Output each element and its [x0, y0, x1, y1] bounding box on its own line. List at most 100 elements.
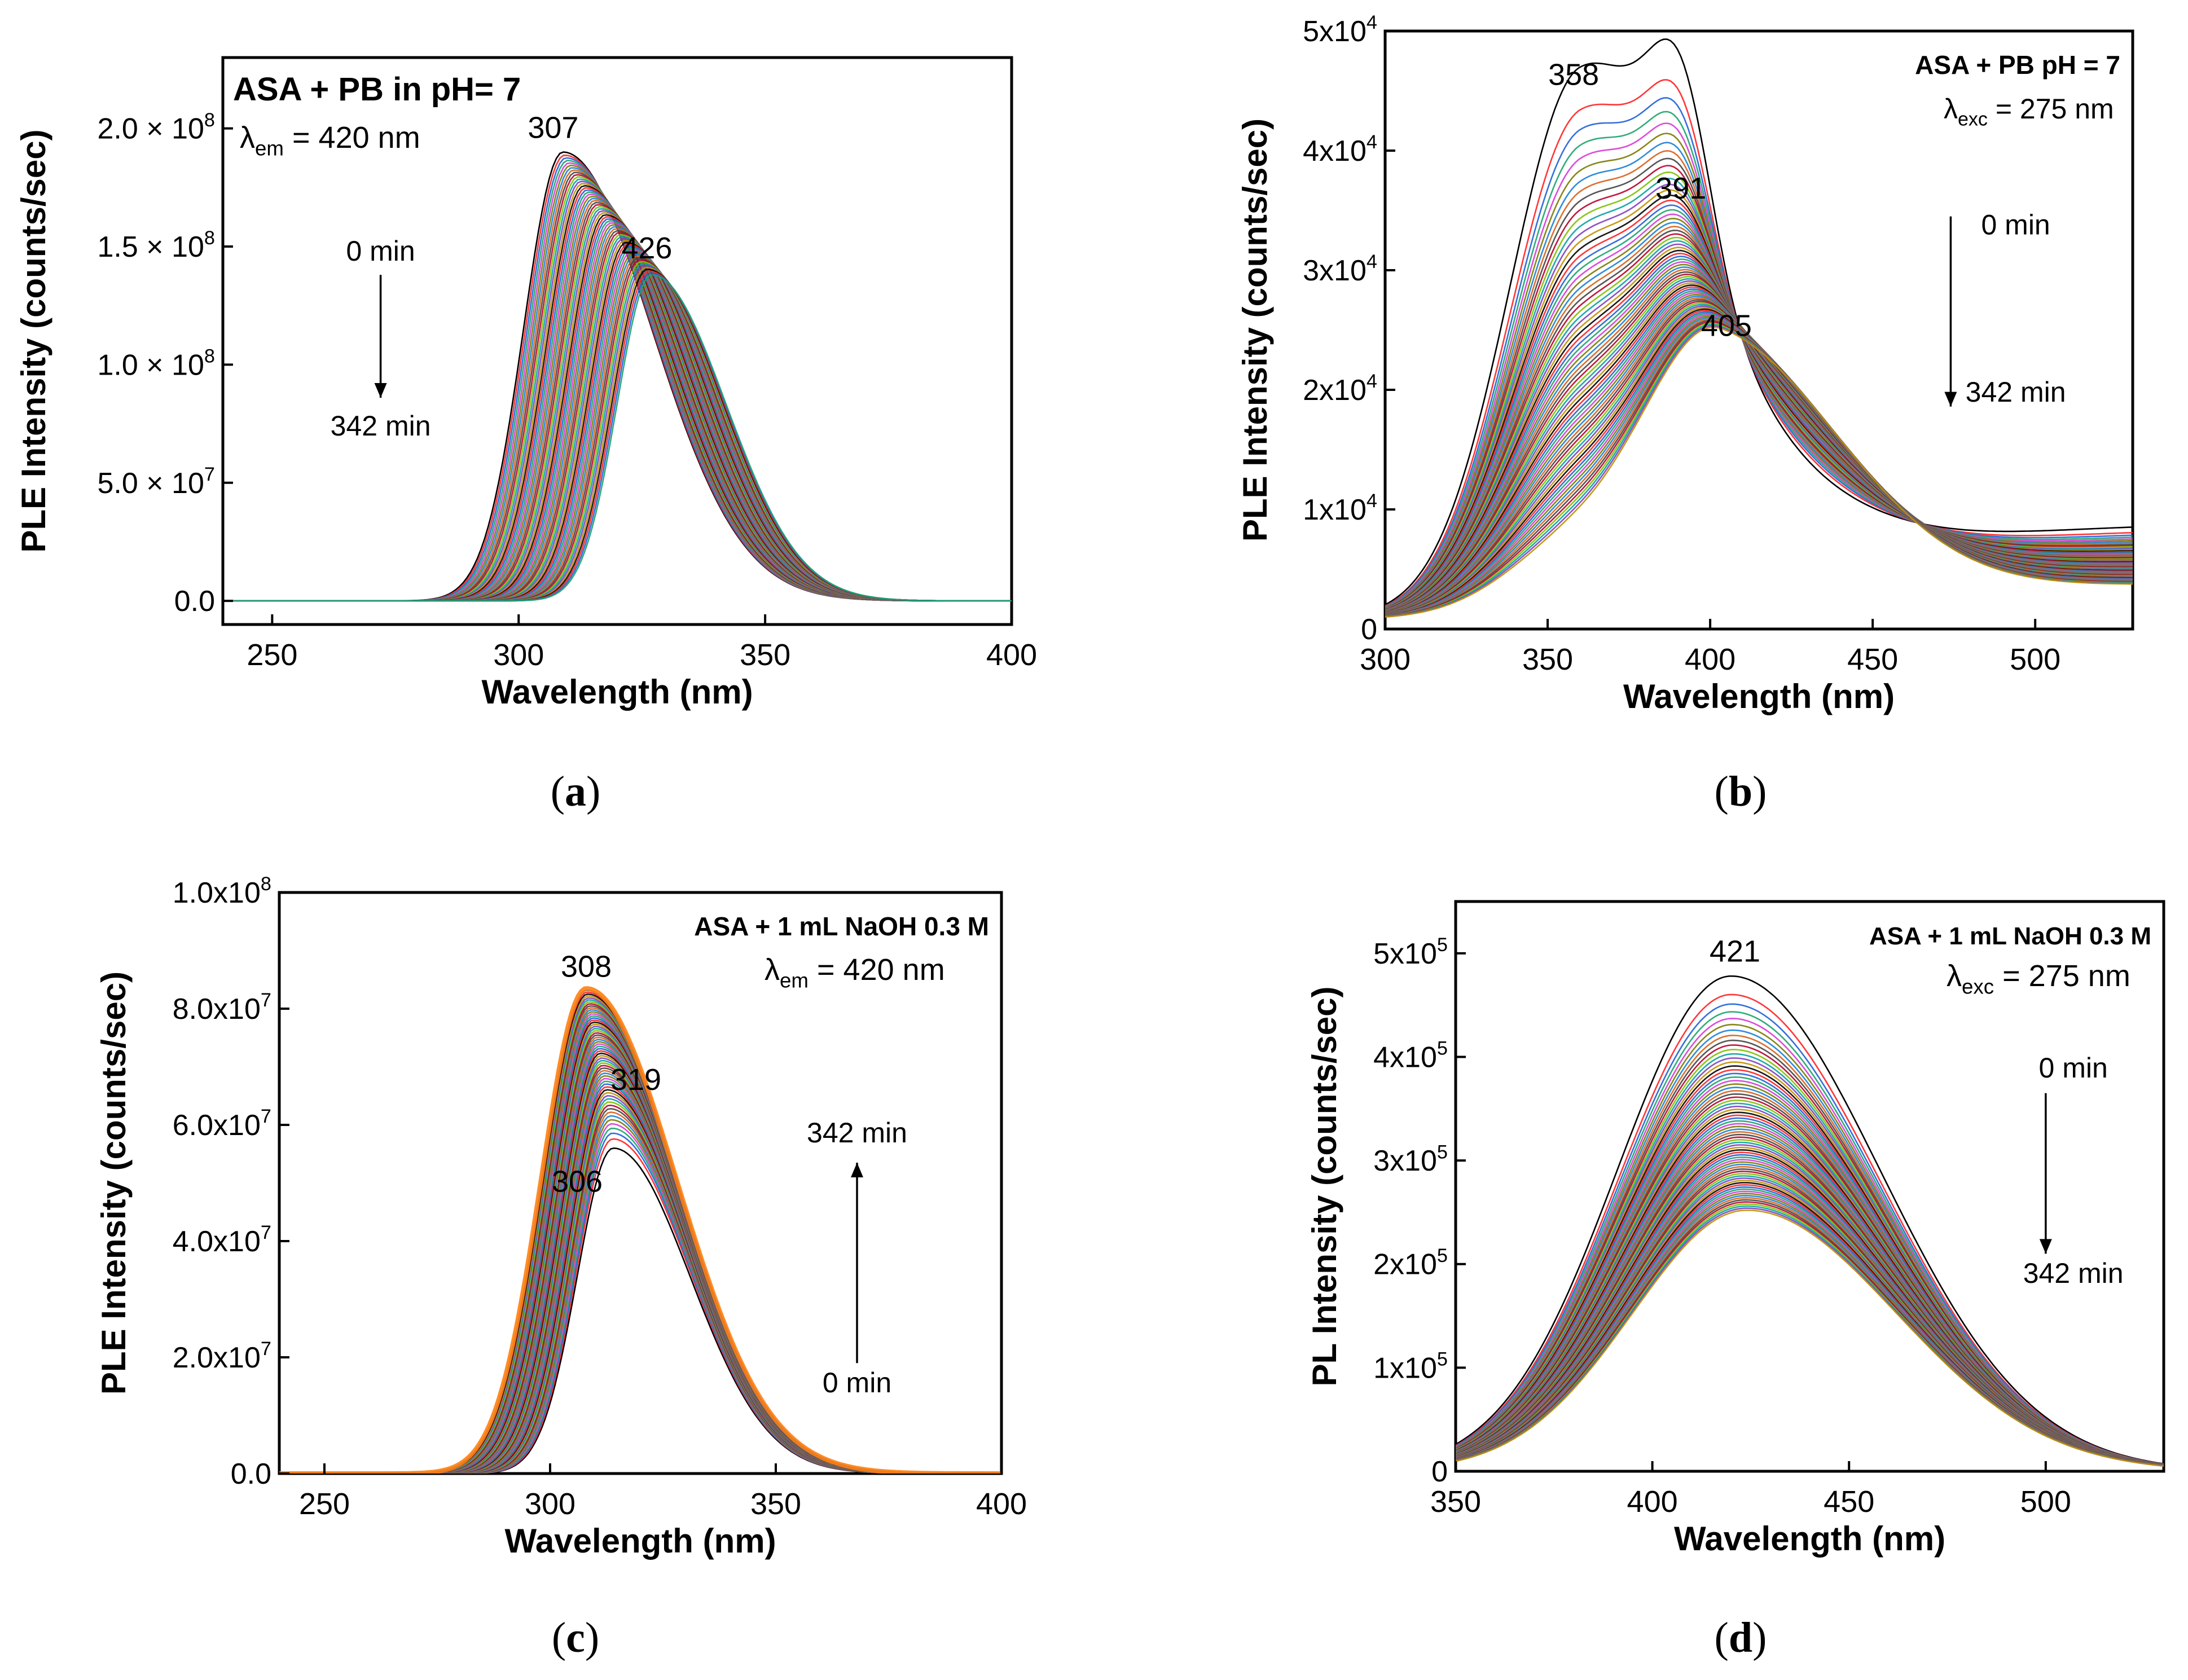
y-tick-label: 1.5 × 108 [98, 227, 215, 263]
panel-label-d: (d) [1714, 1614, 1767, 1661]
series-line-2 [279, 1132, 1001, 1474]
x-axis-label: Wavelength (nm) [1674, 1520, 1945, 1558]
x-tick-label: 400 [1627, 1485, 1678, 1519]
series-line-8 [279, 1107, 1001, 1474]
x-tick-label: 250 [247, 638, 297, 672]
series-line-1 [1385, 79, 2133, 607]
y-tick-label: 6.0x107 [173, 1106, 271, 1142]
time-end-label: 342 min [331, 410, 431, 442]
time-start-label: 0 min [2039, 1052, 2108, 1084]
panel-label-a: (a) [550, 768, 601, 815]
x-tick-label: 300 [1360, 643, 1411, 676]
y-tick-label: 0.0 [231, 1458, 271, 1490]
y-axis-label: PLE Intensity (counts/sec) [1236, 118, 1274, 542]
y-tick-label: 2x104 [1303, 371, 1377, 407]
time-end-label: 342 min [1966, 376, 2066, 408]
x-tick-label: 450 [1824, 1485, 1874, 1519]
series-line-last [1456, 1210, 2164, 1467]
peak-label: 426 [621, 231, 672, 265]
time-end-label: 342 min [2023, 1257, 2124, 1289]
series-line-10 [279, 1101, 1001, 1474]
series-group [1456, 975, 2164, 1467]
peak-label: 306 [552, 1164, 603, 1198]
chart-panel-d: 350 400 450 500 0 1x105 2x105 3x105 4x105 5x105 Wa… [1306, 900, 2165, 1558]
x-axis-label: Wavelength (nm) [481, 673, 753, 711]
chart-title: ASA + PB pH = 7 [1915, 50, 2120, 80]
series-line-5 [279, 1119, 1001, 1474]
chart-title: ASA + 1 mL NaOH 0.3 M [694, 912, 989, 941]
x-tick-label: 450 [1847, 643, 1898, 676]
x-tick-label: 500 [2020, 1485, 2071, 1519]
lambda-annotation: λem = 420 nm [765, 953, 945, 992]
x-tick-label: 300 [493, 638, 544, 672]
series-line-first [279, 1147, 1001, 1474]
series-line-6 [279, 1115, 1001, 1474]
x-axis-label: Wavelength (nm) [1623, 678, 1895, 715]
y-tick-label: 4x104 [1303, 131, 1377, 168]
y-axis-label: PLE Intensity (counts/sec) [15, 129, 52, 552]
x-tick-label: 250 [299, 1487, 350, 1521]
peak-label: 307 [528, 111, 578, 144]
series-line-first [1456, 975, 2164, 1464]
y-tick-label: 4x105 [1373, 1038, 1448, 1074]
y-tick-label: 2x105 [1373, 1245, 1448, 1281]
time-arrow-head [374, 383, 387, 398]
series-line-1 [279, 1138, 1001, 1474]
x-tick-label: 400 [986, 638, 1037, 672]
time-start-label: 0 min [1981, 209, 2050, 240]
y-tick-label: 4.0x107 [173, 1222, 271, 1258]
time-start-label: 0 min [346, 235, 415, 267]
y-tick-label: 1x104 [1303, 490, 1377, 526]
chart-title: ASA + 1 mL NaOH 0.3 M [1869, 922, 2151, 950]
y-tick-label: 0.0 [174, 585, 215, 618]
time-end-label: 342 min [807, 1117, 907, 1149]
series-line-last [279, 986, 1001, 1474]
series-group [223, 151, 1012, 602]
chart-title: ASA + PB in pH= 7 [233, 71, 521, 108]
x-tick-label: 400 [1685, 643, 1736, 676]
y-axis-label: PL Intensity (counts/sec) [1306, 986, 1343, 1386]
series-line-3 [279, 1127, 1001, 1474]
peak-label: 358 [1548, 58, 1599, 91]
time-start-label: 0 min [823, 1367, 891, 1398]
series-line-4 [279, 1123, 1001, 1474]
peak-label: 391 [1655, 171, 1706, 205]
x-tick-label: 350 [1522, 643, 1573, 676]
chart-panel-a: 250 300 350 400 0.0 5.0 × 107 1.0 × 108 1.5 × 1… [15, 56, 1037, 711]
time-arrow-head [2039, 1239, 2052, 1254]
series-line-first [1385, 38, 2133, 606]
y-tick-label: 0 [1361, 613, 1377, 646]
x-tick-label: 350 [1430, 1485, 1481, 1519]
y-tick-label: 8.0x107 [173, 989, 271, 1026]
y-tick-label: 5.0 × 107 [98, 464, 215, 500]
y-axis-label: PLE Intensity (counts/sec) [95, 971, 133, 1395]
panel-label-b: (b) [1714, 768, 1767, 815]
lambda-annotation: λem = 420 nm [240, 121, 420, 160]
peak-label: 421 [1710, 935, 1760, 969]
plot-frame [221, 56, 1013, 626]
time-arrow-head [851, 1162, 863, 1177]
plot-frame [278, 891, 1003, 1475]
peak-label: 308 [561, 949, 612, 983]
panel-label-c: (c) [551, 1614, 600, 1661]
x-tick-label: 350 [740, 638, 790, 672]
series-line-last [223, 274, 1012, 602]
series-group [279, 986, 1001, 1474]
peak-label: 405 [1701, 309, 1752, 343]
chart-panel-c: 250 300 350 400 0.0 2.0x107 4.0x107 6.0x107 8.0x… [95, 873, 1027, 1560]
plot-frame [1383, 29, 2134, 631]
y-tick-label: 1x105 [1373, 1349, 1448, 1385]
y-tick-label: 1.0x108 [173, 873, 271, 909]
chart-panel-b: 300 350 400 450 500 0 1x104 2x104 3x104 4x104 5x10… [1236, 12, 2134, 715]
x-axis-label: Wavelength (nm) [504, 1522, 776, 1560]
lambda-annotation: λexc = 275 nm [1947, 959, 2130, 999]
y-tick-label: 1.0 × 108 [98, 346, 215, 382]
y-tick-label: 5x104 [1303, 12, 1377, 48]
x-tick-label: 400 [976, 1487, 1027, 1521]
series-line-19 [223, 195, 1012, 602]
series-line-7 [279, 1111, 1001, 1474]
plot-frame [1454, 900, 2165, 1473]
x-tick-label: 300 [525, 1487, 575, 1521]
series-line-last [1385, 326, 2133, 618]
